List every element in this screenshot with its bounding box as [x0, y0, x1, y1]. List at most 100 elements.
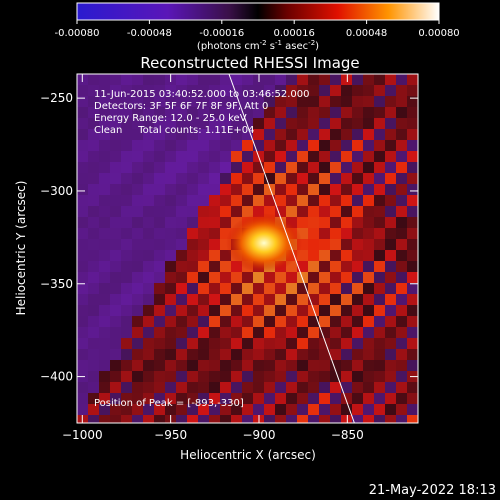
heatmap-cell [264, 294, 275, 305]
heatmap-cell [242, 404, 253, 415]
heatmap-cell [198, 316, 209, 327]
heatmap-cell [143, 184, 154, 195]
heatmap-cell [121, 327, 132, 338]
heatmap-cell [231, 173, 242, 184]
heatmap-cell [77, 382, 88, 393]
heatmap-cell [363, 404, 374, 415]
heatmap-cell [198, 140, 209, 151]
heatmap-cell [374, 393, 385, 404]
heatmap-cell [341, 371, 352, 382]
heatmap-cell [121, 382, 132, 393]
heatmap-cell [297, 283, 308, 294]
heatmap-cell [99, 283, 110, 294]
heatmap-cell [253, 371, 264, 382]
heatmap-cell [165, 107, 176, 118]
heatmap-cell [121, 140, 132, 151]
heatmap-cell [187, 272, 198, 283]
heatmap-cell [253, 382, 264, 393]
heatmap-cell [275, 107, 286, 118]
heatmap-cell [198, 129, 209, 140]
heatmap-cell [319, 393, 330, 404]
heatmap-cell [363, 162, 374, 173]
heatmap-cell [374, 96, 385, 107]
heatmap-cell [143, 74, 154, 85]
heatmap-cell [363, 294, 374, 305]
heatmap-cell [154, 283, 165, 294]
heatmap-cell [242, 294, 253, 305]
heatmap-cell [297, 239, 308, 250]
heatmap-cell [231, 261, 242, 272]
heatmap-cell [198, 107, 209, 118]
heatmap-cell [297, 415, 308, 423]
heatmap-cell [253, 140, 264, 151]
heatmap-cell [407, 118, 418, 129]
heatmap-cell [154, 195, 165, 206]
heatmap-cell [330, 250, 341, 261]
heatmap-cell [121, 250, 132, 261]
heatmap-cell [165, 162, 176, 173]
heatmap-cell [242, 382, 253, 393]
heatmap-cell [143, 360, 154, 371]
heatmap-cell [374, 294, 385, 305]
heatmap-cell [253, 118, 264, 129]
heatmap-cell [209, 404, 220, 415]
heatmap-cell [77, 349, 88, 360]
heatmap-cell [352, 217, 363, 228]
heatmap-cell [132, 338, 143, 349]
heatmap-cell [187, 129, 198, 140]
heatmap-cell [341, 129, 352, 140]
heatmap-cell [121, 228, 132, 239]
heatmap-cell [198, 327, 209, 338]
heatmap-cell [132, 107, 143, 118]
heatmap-cell [165, 316, 176, 327]
heatmap-cell [209, 151, 220, 162]
emission-source [226, 213, 302, 273]
heatmap-cell [253, 393, 264, 404]
heatmap-cell [385, 140, 396, 151]
heatmap-cell [396, 360, 407, 371]
heatmap-cell [385, 74, 396, 85]
heatmap-cell [143, 206, 154, 217]
heatmap-cell [275, 415, 286, 423]
heatmap-cell [352, 195, 363, 206]
heatmap-cell [385, 382, 396, 393]
heatmap-cell [385, 261, 396, 272]
heatmap-cell [154, 305, 165, 316]
colorbar-tick-label: -0.00016 [199, 28, 244, 39]
heatmap-cell [165, 404, 176, 415]
heatmap-cell [88, 261, 99, 272]
heatmap-cell [297, 173, 308, 184]
heatmap-cell [187, 85, 198, 96]
colorbar [76, 2, 440, 21]
heatmap-cell [253, 349, 264, 360]
heatmap-cell [330, 393, 341, 404]
heatmap-cell [110, 349, 121, 360]
heatmap-cell [242, 151, 253, 162]
heatmap-cell [132, 74, 143, 85]
colorbar-tick-label: -0.00048 [127, 28, 172, 39]
heatmap-cell [198, 228, 209, 239]
heatmap-cell [110, 129, 121, 140]
heatmap-cell [165, 393, 176, 404]
heatmap-cell [121, 85, 132, 96]
heatmap-cell [363, 173, 374, 184]
heatmap-cell [110, 206, 121, 217]
heatmap-cell [110, 250, 121, 261]
heatmap-cell [165, 349, 176, 360]
heatmap-cell [231, 316, 242, 327]
heatmap-cell [198, 74, 209, 85]
heatmap-cell [363, 272, 374, 283]
heatmap-cell [308, 151, 319, 162]
heatmap-cell [77, 261, 88, 272]
heatmap-cell [253, 129, 264, 140]
heatmap-cell [264, 107, 275, 118]
heatmap-cell [88, 140, 99, 151]
heatmap-cell [165, 96, 176, 107]
heatmap-cell [407, 107, 418, 118]
heatmap-cell [330, 107, 341, 118]
heatmap-cell [99, 140, 110, 151]
heatmap-cell [110, 184, 121, 195]
heatmap-cell [297, 107, 308, 118]
heatmap-cell [132, 283, 143, 294]
heatmap-cell [308, 327, 319, 338]
